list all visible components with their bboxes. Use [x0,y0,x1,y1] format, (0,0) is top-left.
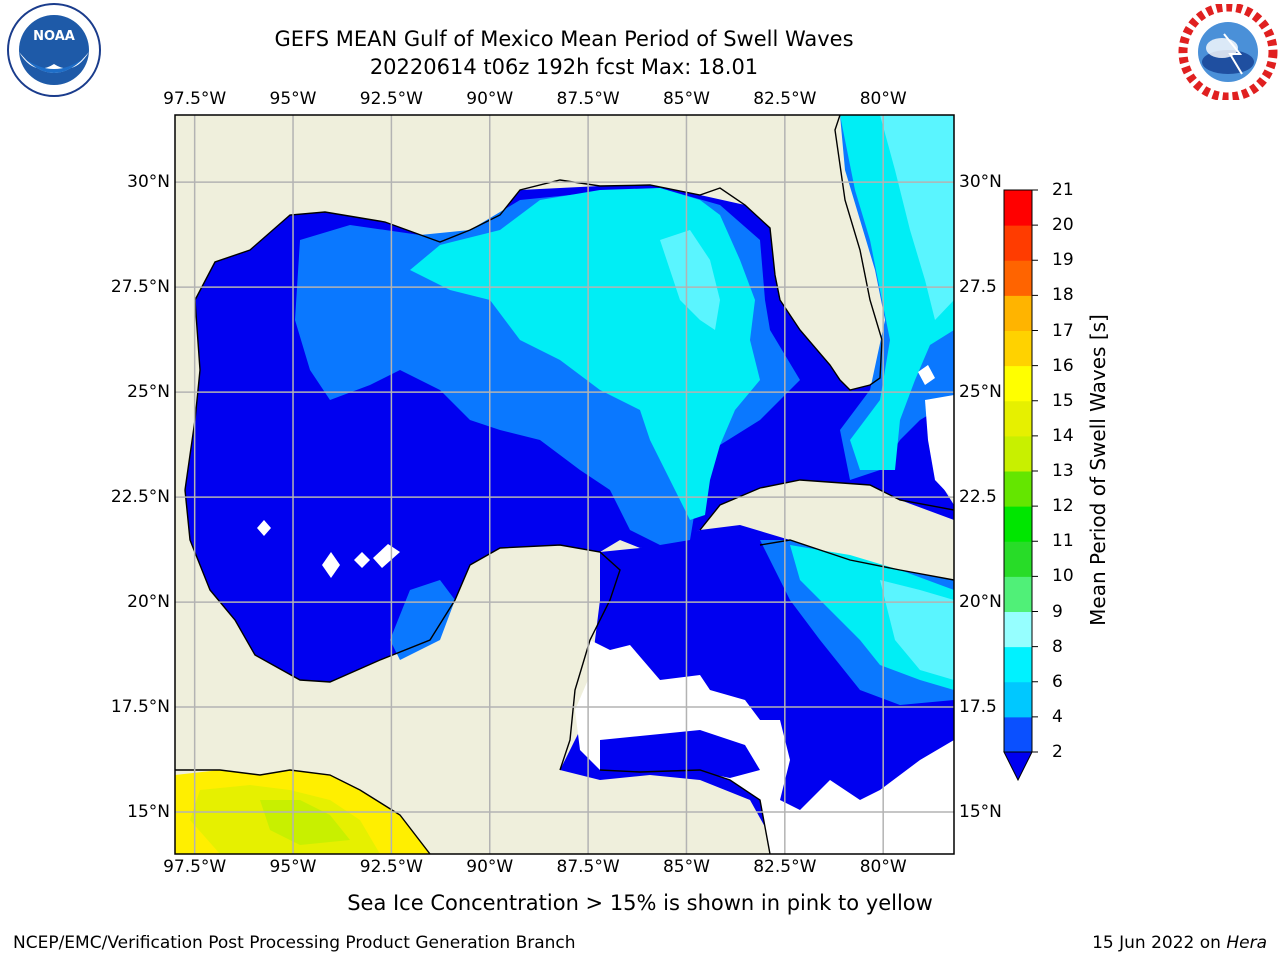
colorbar-bin [1004,541,1032,577]
missing-data-area [575,640,954,854]
lat-tick-label: 17.5°N [110,697,170,718]
lat-tick-label: 25°N [127,382,170,403]
map-title: GEFS MEAN Gulf of Mexico Mean Period of … [274,27,854,51]
lat-tick-label: 15°N [959,802,1002,822]
colorbar-bin [1004,646,1032,683]
coastlines [175,115,954,854]
lat-tick-label: 20°N [959,592,1002,613]
lat-tick-label: 22.5 [959,487,997,508]
lat-tick-label: 15°N [127,802,170,822]
colorbar-bin [1004,365,1032,402]
missing-data-spot [925,395,954,500]
lat-tick-label: 17.5 [959,697,997,718]
lon-tick-label: 95°W [269,89,317,109]
footer-branch: NCEP/EMC/Verification Post Processing Pr… [13,933,576,953]
colorbar-bin [1004,576,1032,612]
colorbar-bin [1004,506,1032,542]
lon-tick-label: 97.5°W [163,857,227,877]
map-frame [174,114,955,855]
lat-tick-label: 20°N [127,592,170,613]
lat-lon-grid [175,115,954,854]
colorbar-tick-label: 10 [1052,566,1074,587]
colorbar-tick-label: 8 [1052,636,1063,657]
colorbar-bin [1004,330,1032,367]
missing-data-spot [322,552,340,578]
colorbar-bin [1004,611,1032,648]
lon-tick-label: 92.5°W [359,857,423,877]
missing-data-area [600,730,760,778]
lon-tick-label: 80°W [859,89,907,109]
colorbar-bin [1004,260,1032,296]
high-period-area [260,800,350,845]
lat-tick-label: 30°N [127,172,170,193]
swell-6-8s-area [880,115,954,320]
lat-tick-label: 22.5°N [110,487,170,508]
colorbar-extend-arrow [1003,751,1033,782]
missing-data-spot [354,552,370,568]
swell-2-4s-area [390,580,455,660]
missing-data-spot [257,520,271,536]
colorbar-tick-label: 21 [1052,180,1074,200]
colorbar-tick-label: 18 [1052,285,1074,306]
colorbar-bin [1004,681,1032,718]
lat-tick-label: 30°N [959,172,1002,193]
colorbar-bin [1004,295,1032,331]
lat-tick-label: 27.5 [959,277,997,298]
colorbar-tick-label: 16 [1052,355,1074,376]
lon-tick-label: 95°W [269,857,317,877]
colorbar-bin [1004,471,1032,507]
colorbar-bin [1004,435,1032,472]
colorbar-tick-label: 17 [1052,320,1074,341]
lon-tick-label: 87.5°W [556,89,620,109]
colorbar-tick-label: 15 [1052,390,1074,411]
map-subtitle: 20220614 t06z 192h fcst Max: 18.01 [369,55,759,79]
colorbar-bin [1004,190,1032,226]
colorbar-label: Mean Period of Swell Waves [s] [1086,314,1110,626]
colorbar-tick-label: 4 [1052,706,1063,727]
sea-ice-note-text: Sea Ice Concentration > 15% is shown in … [347,891,933,915]
swell-6-8s-area [660,230,720,330]
nws-logo [1178,4,1278,100]
footer-date-text: 15 Jun 2022 on [1092,933,1227,953]
missing-data-spot [918,365,935,385]
colorbar-tick-label: 12 [1052,496,1074,517]
lon-tick-label: 97.5°W [163,89,227,109]
colorbar-bin [1004,400,1032,437]
sea-ice-note: Sea Ice Concentration > 15% is shown in … [0,891,1280,915]
colorbar-tick-label: 19 [1052,250,1074,271]
lon-tick-label: 85°W [662,89,710,109]
colorbar-bin [1004,225,1032,261]
colorbar-tick-label: 14 [1052,425,1074,446]
lon-tick-label: 82.5°W [753,89,817,109]
colorbar-tick-label: 20 [1052,215,1074,236]
noaa-logo: NOAA [7,3,101,97]
colorbar [1003,189,1038,782]
colorbar-bin [1004,716,1032,753]
lon-tick-label: 80°W [859,857,907,877]
lat-tick-label: 25°N [959,382,1002,403]
lon-tick-label: 87.5°W [556,857,620,877]
colorbar-tick-label: 6 [1052,671,1063,692]
footer-host: Hera [1226,933,1267,953]
colorbar-tick-label: 11 [1052,531,1074,552]
lat-tick-label: 27.5°N [110,277,170,298]
colorbar-tick-label: 2 [1052,742,1063,762]
lon-tick-label: 90°W [466,89,514,109]
lon-tick-label: 85°W [662,857,710,877]
swell-6-8s-area [880,580,954,680]
lon-tick-label: 90°W [466,857,514,877]
lon-tick-label: 82.5°W [753,857,817,877]
lon-tick-label: 92.5°W [359,89,423,109]
noaa-logo-text: NOAA [33,29,75,44]
colorbar-tick-label: 9 [1052,601,1063,622]
colorbar-tick-label: 13 [1052,461,1074,481]
missing-data-spot [373,544,400,568]
footer-date: 15 Jun 2022 on Hera [1092,933,1267,953]
